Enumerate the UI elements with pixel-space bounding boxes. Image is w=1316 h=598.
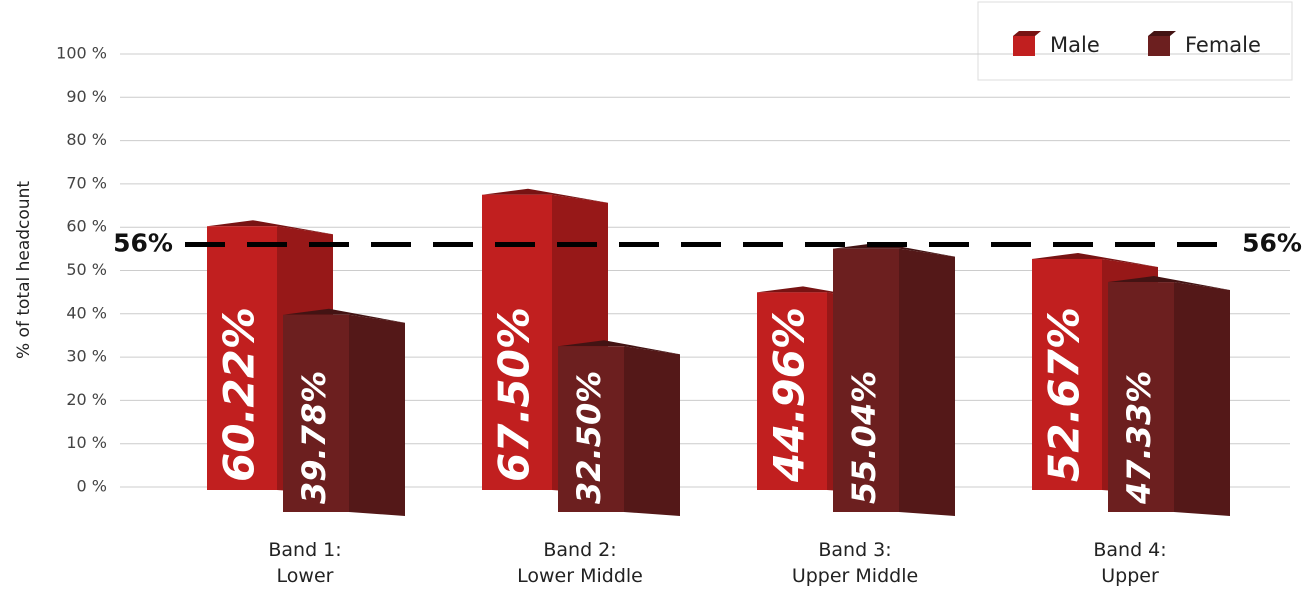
legend-label: Male [1050,33,1100,57]
value-label: 67.50% [490,307,539,482]
y-tick-label: 40 % [66,303,107,322]
bar-top [833,242,955,257]
y-tick-label: 50 % [66,260,107,279]
value-label: 47.33% [1120,371,1158,505]
legend-swatch-top [1013,31,1041,36]
y-tick-label: 70 % [66,173,107,192]
bar-top [1108,276,1230,291]
bar-side [1174,282,1230,516]
bar [283,314,349,512]
bar-top [1032,252,1158,267]
y-tick-label: 10 % [66,433,107,452]
bar [207,226,277,490]
legend-swatch-top [1148,31,1176,36]
x-tick-label: Band 3: Upper Middle [791,539,919,587]
legend-label: Female [1185,33,1261,57]
bar [1108,282,1174,512]
y-tick-label: 30 % [66,347,107,366]
y-tick-label: 90 % [66,87,107,106]
x-tick-label: Band 2: Lower Middle [517,539,643,587]
y-tick-label: 60 % [66,217,107,236]
y-tick-label: 0 % [77,477,107,496]
bar-side [349,314,405,516]
value-label: 60.22% [215,307,264,482]
bar-side [899,248,955,516]
value-label: 39.78% [295,371,333,504]
y-tick-label: 20 % [66,390,107,409]
value-label: 32.50% [570,371,608,504]
bar [833,248,899,512]
y-tick-label: 100 % [56,44,107,63]
value-label: 52.67% [1040,307,1089,482]
bar [757,292,827,490]
legend-swatch [1148,36,1170,56]
bar-top [207,220,333,235]
bar-top [558,340,680,355]
value-label: 44.96% [765,307,814,483]
bar-top [757,286,883,301]
bar-side [624,346,680,516]
bar-top [482,188,608,203]
y-axis-label: % of total headcount [14,181,34,359]
x-tick-label: Band 1: Lower [268,539,342,587]
reference-label: 56% [113,229,173,258]
y-tick-label: 80 % [66,130,107,149]
legend-swatch [1013,36,1035,56]
bar-top [283,308,405,323]
x-tick-label: Band 4: Upper [1093,539,1167,587]
bar [558,346,624,512]
reference-label: 56% [1242,229,1302,258]
value-label: 55.04% [845,371,883,504]
bar [1032,258,1102,490]
